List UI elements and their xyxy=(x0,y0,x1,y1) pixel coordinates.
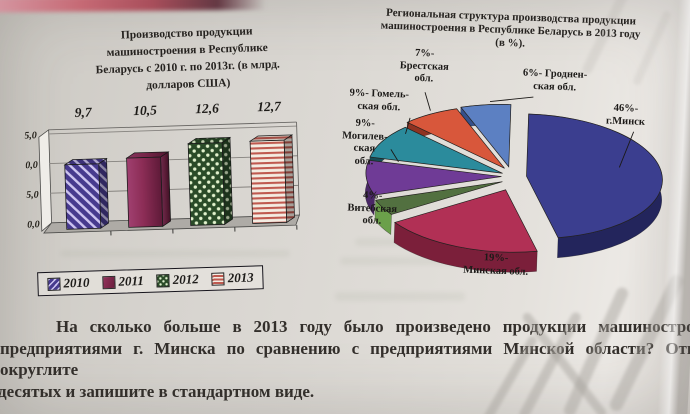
y-axis-tick-label: 5,0 xyxy=(26,190,39,201)
pie-slice-Гомельская обл. xyxy=(369,126,503,174)
pie-callout-gomelskaya: 9%- Гомель-ская обл. xyxy=(349,87,410,113)
bar-2012-top-shade xyxy=(188,137,230,144)
legend-label: 2013 xyxy=(227,269,254,286)
pie-callout-brestskaya: 7%- Брестская обл. xyxy=(399,47,449,85)
gridline xyxy=(48,125,297,135)
legend-label: 2010 xyxy=(63,274,90,291)
question-line: На сколько больше в 2013 году было произ… xyxy=(56,317,690,336)
question-text: На сколько больше в 2013 году было произ… xyxy=(0,316,690,402)
bar-2013-top-shade xyxy=(250,134,292,142)
plot-frame-right xyxy=(296,122,300,216)
bar-chart-plot: 0,0 5,0 10,0 15,0 9,7 10,5 12,6 12,7 xyxy=(24,99,301,236)
pie-callout-minsk: 46%- г.Минск xyxy=(605,102,646,128)
pie-chart-canvas xyxy=(365,92,663,273)
pie-chart-figure: Региональная структура производства прод… xyxy=(325,5,687,323)
leader-line-grodnenskaya xyxy=(489,96,534,103)
pie-callout-mogilevskaya: 9%- Могилев-ская обл. xyxy=(341,117,388,167)
question-line: предприятиями г. Минска по сравнению с п… xyxy=(0,338,690,380)
ink-bleed xyxy=(60,250,290,257)
bar-2010-side-shade xyxy=(98,158,109,229)
bar-2010-top-shade xyxy=(64,158,107,165)
leader-line-brestskaya xyxy=(424,92,431,111)
leader-line-gomelskaya xyxy=(405,117,411,134)
legend-item-2013: 2013 xyxy=(211,269,254,286)
leader-line-minsk xyxy=(618,131,635,168)
ink-bleed xyxy=(335,292,465,301)
bar-2011-top-shade xyxy=(126,151,169,159)
legend-swatch-2010 xyxy=(47,277,61,291)
pie-slice-Витебская обл. xyxy=(374,181,503,215)
bar-2011 xyxy=(126,156,164,228)
legend-item-2011: 2011 xyxy=(102,273,144,290)
axis-left-wall xyxy=(38,129,52,232)
pie-callout-vitebskaya: 4%- Витебская обл. xyxy=(347,190,398,227)
bar-2012 xyxy=(187,142,226,226)
bar-2013 xyxy=(249,139,288,224)
legend-item-2012: 2012 xyxy=(156,271,199,288)
pie-callout-minskaya: 19%- Минская обл. xyxy=(463,252,529,278)
question-line: десятых и запишите в стандартном виде. xyxy=(0,381,315,401)
pie-slices xyxy=(365,104,663,273)
page-edge-pink-strip xyxy=(0,0,281,13)
legend-label: 2011 xyxy=(118,272,144,289)
pie-slice-Гродненская обл. xyxy=(460,104,512,168)
pie-leader-lines xyxy=(390,92,635,168)
bar-2010 xyxy=(64,163,102,230)
bar-data-label: 10,5 xyxy=(133,102,157,118)
legend-swatch-2012 xyxy=(156,273,170,288)
pie-slice-Минская обл. xyxy=(393,189,538,253)
bar-data-label: 9,7 xyxy=(74,104,93,120)
y-axis-tick-label: 10,0 xyxy=(24,160,38,172)
bar-2013-side-shade xyxy=(284,134,295,223)
pie-callout-grodnenskaya: 6%- Гроднен-ская обл. xyxy=(522,67,588,93)
legend-swatch-2013 xyxy=(211,271,225,286)
pie-chart-title: Региональная структура производства прод… xyxy=(334,5,687,56)
pie-slice-Могилевская обл. xyxy=(365,159,502,196)
plot-frame-top xyxy=(48,121,297,131)
leader-line-mogilevskaya xyxy=(390,149,399,162)
y-axis-tick-label: 0,0 xyxy=(27,219,40,230)
bar-chart-figure: Производство продукции машиностроения в … xyxy=(21,19,322,322)
bar-2011-side-shade xyxy=(160,151,171,227)
y-axis-tick-label: 15,0 xyxy=(24,130,37,142)
bar-data-label: 12,6 xyxy=(195,100,219,116)
legend-label: 2012 xyxy=(172,271,199,288)
bar-chart-canvas: 0,0 5,0 10,0 15,0 9,7 10,5 12,6 12,7 xyxy=(24,99,301,236)
bar-2012-side-shade xyxy=(222,137,233,225)
pie-slice-Брестская обл. xyxy=(406,108,505,169)
bar-chart-legend: 2010 2011 2012 2013 xyxy=(37,265,265,297)
bar-data-label: 12,7 xyxy=(257,99,282,115)
legend-item-2010: 2010 xyxy=(47,274,90,292)
bar-chart-title: Производство продукции машиностроения в … xyxy=(65,22,309,98)
legend-swatch-2011 xyxy=(102,275,116,289)
